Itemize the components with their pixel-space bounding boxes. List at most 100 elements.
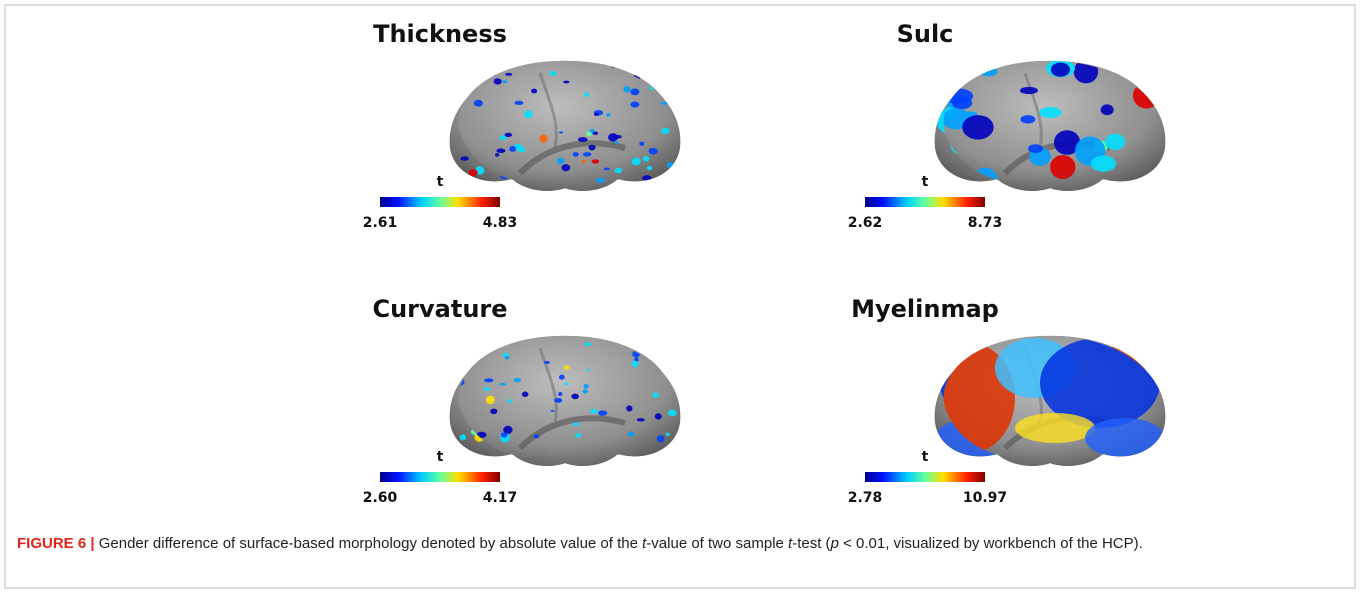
myelin-blob <box>1085 418 1165 458</box>
activation-blob <box>502 80 507 83</box>
activation-blob <box>586 369 590 371</box>
activation-blob <box>584 92 589 97</box>
activation-blob <box>490 409 497 415</box>
activation-blob <box>942 88 973 103</box>
colorbar-min: 2.60 <box>363 490 398 506</box>
figure: Thicknesst2.614.83Sulct2.628.73Curvature… <box>0 0 1360 594</box>
activation-blob <box>979 67 998 76</box>
activation-blob <box>1101 104 1114 115</box>
activation-blob <box>554 398 562 403</box>
activation-blob <box>661 128 669 134</box>
activation-blob <box>500 135 507 140</box>
activation-blob <box>573 152 579 156</box>
activation-blob <box>496 149 505 154</box>
activation-blob <box>468 67 476 74</box>
activation-blob <box>491 72 496 75</box>
activation-blob <box>582 160 586 163</box>
activation-blob <box>962 115 993 139</box>
colorbar-label: t <box>922 174 929 190</box>
caption-text: Gender difference of surface-based morph… <box>99 535 642 552</box>
activation-blob <box>563 81 569 84</box>
colorbar-max: 10.97 <box>963 490 1007 506</box>
activation-blob <box>631 361 638 368</box>
activation-blob <box>590 409 598 414</box>
activation-blob <box>558 392 562 396</box>
activation-blob <box>559 375 565 380</box>
activation-blob <box>524 110 533 118</box>
activation-blob <box>637 418 645 421</box>
activation-blob <box>505 356 510 359</box>
activation-blob <box>672 90 676 93</box>
activation-blob <box>508 399 512 403</box>
activation-blob <box>575 433 581 437</box>
activation-blob <box>639 142 644 146</box>
activation-blob <box>584 384 589 389</box>
figure-border <box>5 5 1355 588</box>
activation-blob <box>455 180 461 185</box>
panel-title: Curvature <box>372 295 507 323</box>
activation-blob <box>650 354 654 356</box>
colorbar-min: 2.61 <box>363 215 398 231</box>
activation-blob <box>572 422 579 425</box>
activation-blob <box>559 131 563 133</box>
activation-blob <box>623 86 630 92</box>
caption-italic: p <box>831 535 839 552</box>
colorbar-label: t <box>437 174 444 190</box>
activation-blob <box>531 89 537 94</box>
activation-blob <box>484 387 490 391</box>
activation-blob <box>608 133 618 142</box>
activation-blob <box>509 146 516 152</box>
activation-blob <box>671 71 677 74</box>
colorbar-max: 4.17 <box>483 490 518 506</box>
activation-blob <box>596 178 605 183</box>
myelin-blob <box>1015 413 1095 443</box>
activation-blob <box>591 159 599 163</box>
activation-blob <box>646 343 654 349</box>
activation-blob <box>666 433 670 436</box>
activation-blob <box>1050 155 1075 179</box>
activation-blob <box>1091 155 1116 171</box>
caption-text: -value of two sample <box>646 535 788 552</box>
activation-blob <box>649 148 658 155</box>
activation-blob <box>604 167 610 170</box>
activation-blob <box>668 365 674 368</box>
activation-blob <box>477 72 485 77</box>
activation-blob <box>593 131 598 135</box>
figure-graphics: Thicknesst2.614.83Sulct2.628.73Curvature… <box>0 0 1360 594</box>
activation-blob <box>588 145 595 151</box>
activation-blob <box>623 342 631 345</box>
colorbar <box>380 197 500 207</box>
activation-blob <box>652 392 659 398</box>
activation-blob <box>539 135 547 143</box>
colorbar <box>865 197 985 207</box>
activation-blob <box>666 352 676 360</box>
colorbar <box>865 472 985 482</box>
caption-text: -test ( <box>792 535 830 552</box>
activation-blob <box>460 156 468 160</box>
activation-blob <box>1051 63 1070 77</box>
activation-blob <box>495 153 499 157</box>
activation-blob <box>455 365 463 368</box>
activation-blob <box>505 73 512 76</box>
activation-blob <box>557 158 565 165</box>
activation-blob <box>514 378 521 383</box>
activation-blob <box>586 132 592 137</box>
colorbar-label: t <box>437 449 444 465</box>
activation-blob <box>628 432 634 437</box>
activation-blob <box>660 72 670 76</box>
activation-blob <box>469 169 478 176</box>
activation-blob <box>639 76 643 78</box>
activation-blob <box>514 101 523 105</box>
activation-blob <box>936 69 963 83</box>
activation-blob <box>499 383 505 386</box>
activation-blob <box>453 74 460 78</box>
activation-blob <box>643 156 650 161</box>
activation-blob <box>484 378 493 382</box>
caption-label: FIGURE 6 | <box>17 535 95 552</box>
activation-blob <box>456 80 466 86</box>
activation-blob <box>1028 144 1043 153</box>
colorbar-max: 4.83 <box>483 215 518 231</box>
colorbar-min: 2.78 <box>848 490 883 506</box>
activation-blob <box>614 141 618 144</box>
activation-blob <box>460 434 467 440</box>
